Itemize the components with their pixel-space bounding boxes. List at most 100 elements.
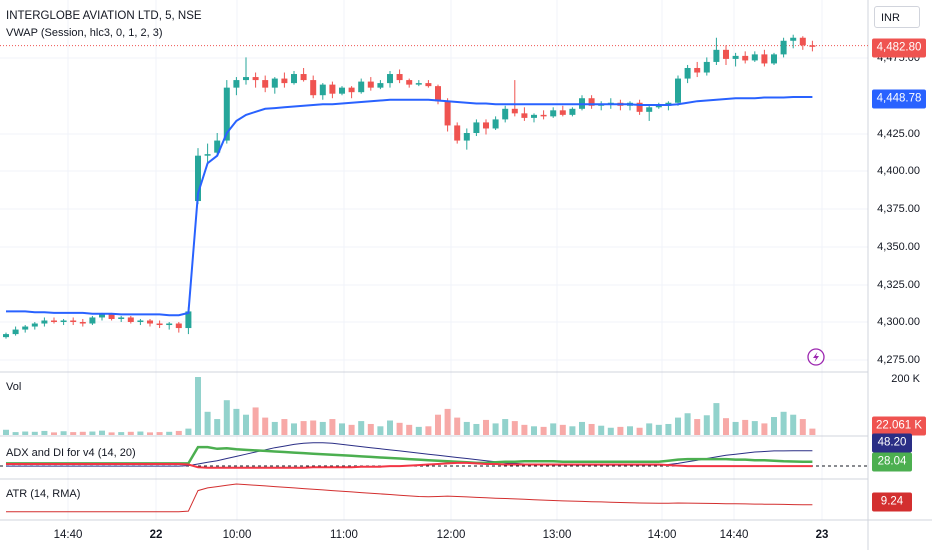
volume-bar: [646, 423, 653, 435]
volume-bar: [3, 429, 9, 435]
vwap-indicator-title[interactable]: VWAP (Session, hlc3, 0, 1, 2, 3): [6, 27, 163, 39]
candle-body: [156, 323, 163, 326]
volume-bar: [579, 421, 585, 435]
candle-body: [358, 81, 365, 93]
volume-bar: [185, 428, 192, 435]
volume-title[interactable]: Vol: [6, 381, 22, 393]
volume-bar: [675, 417, 681, 435]
candle-body: [348, 87, 355, 93]
volume-bar: [502, 419, 509, 435]
candle-body: [147, 320, 153, 324]
volume-bar: [12, 432, 19, 435]
candle-body: [502, 108, 509, 120]
price-tick: 4,350.00: [877, 241, 920, 253]
volume-bar: [137, 431, 144, 435]
time-tick: 14:40: [53, 529, 83, 541]
candle-body: [252, 77, 259, 81]
volume-bar: [166, 431, 173, 435]
candle-body: [684, 67, 691, 79]
candle-body: [31, 323, 38, 327]
volume-bar: [751, 421, 758, 435]
volume-bar: [790, 414, 797, 435]
volume-axis-label: 200 K: [891, 373, 920, 385]
volume-bar: [617, 426, 624, 435]
volume-bar: [396, 422, 403, 435]
candle-body: [281, 78, 288, 84]
volume-bar: [780, 411, 787, 435]
volume-bar: [300, 421, 307, 435]
candle-body: [12, 329, 19, 335]
atr-title[interactable]: ATR (14, RMA): [6, 488, 81, 500]
volume-bar: [22, 431, 29, 435]
candle-body: [713, 49, 720, 62]
volume-bar: [118, 432, 125, 435]
candle-body: [185, 311, 192, 329]
adx-title[interactable]: ADX and DI for v4 (14, 20): [6, 447, 136, 459]
candle-body: [51, 320, 57, 322]
candle-body: [127, 317, 134, 322]
candle-body: [329, 84, 336, 94]
volume-bar: [319, 421, 326, 435]
candle-body: [291, 74, 297, 84]
candle-body: [790, 37, 797, 41]
volume-bar: [204, 411, 211, 435]
candle-body: [204, 154, 211, 156]
candle-body: [809, 45, 816, 47]
volume-bar: [703, 415, 710, 435]
candle-body: [195, 155, 201, 202]
adx-line: [6, 442, 813, 467]
volume-bar: [156, 432, 163, 435]
candle-body: [463, 133, 470, 141]
symbol-title[interactable]: INTERGLOBE AVIATION LTD, 5, NSE: [6, 10, 202, 22]
candle-body: [387, 74, 393, 84]
volume-bar: [339, 423, 345, 435]
candle-body: [137, 320, 144, 322]
candle-body: [79, 322, 86, 324]
volume-bar: [367, 423, 374, 435]
candle-body: [780, 40, 787, 55]
candle-body: [588, 98, 595, 106]
candle-body: [415, 83, 422, 85]
currency-button[interactable]: INR: [874, 6, 920, 28]
candle-body: [60, 320, 67, 322]
volume-bar: [108, 432, 115, 435]
volume-bar: [425, 426, 432, 435]
volume-bar: [435, 414, 441, 435]
candle-body: [243, 77, 249, 81]
candle-body: [675, 78, 681, 103]
candle-body: [3, 334, 9, 338]
volume-bar: [607, 427, 614, 435]
volume-bar: [761, 423, 768, 435]
volume-bar: [223, 400, 230, 435]
candle-body: [492, 119, 499, 129]
volume-bar: [70, 432, 77, 435]
volume-bar: [492, 423, 499, 435]
candle-body: [319, 84, 326, 96]
volume-bar: [79, 431, 86, 435]
candle-body: [751, 54, 758, 61]
candle-body: [89, 317, 96, 324]
candle-body: [425, 83, 432, 87]
candle-body: [175, 323, 182, 329]
candle-body: [550, 110, 557, 117]
candle-body: [723, 49, 729, 59]
candle-body: [300, 74, 307, 81]
volume-bar: [665, 423, 672, 435]
volume-bar: [588, 423, 595, 435]
volume-bar: [569, 426, 576, 435]
volume-bar: [771, 417, 777, 435]
volume-bar: [415, 426, 422, 435]
time-tick: 13:00: [542, 529, 572, 541]
volume-bar: [742, 419, 749, 435]
adx-badge: 48.20: [872, 433, 912, 453]
volume-bar: [271, 421, 278, 435]
di-plus-badge: 28.04: [872, 452, 912, 472]
time-tick: 14:40: [719, 529, 749, 541]
price-tick: 4,425.00: [877, 128, 920, 140]
lightning-circle-icon[interactable]: [807, 348, 825, 366]
volume-bar: [147, 432, 153, 435]
volume-bar: [684, 413, 691, 435]
candle-body: [540, 114, 547, 117]
candle-body: [41, 320, 48, 324]
